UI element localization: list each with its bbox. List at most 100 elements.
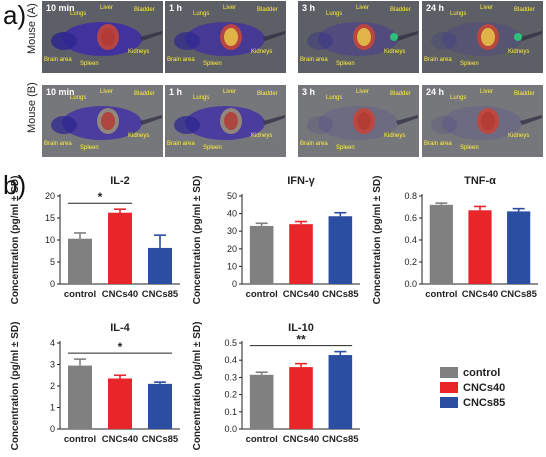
organ-label: Liver — [356, 89, 370, 95]
y-tick-label: 0.4 — [224, 355, 237, 365]
y-tick-label: 3 — [50, 360, 55, 370]
organ-label: Liver — [223, 89, 237, 95]
significance-label: ** — [296, 333, 306, 347]
organ-label: Spleen — [203, 61, 222, 67]
organ-label: Lungs — [326, 11, 343, 17]
y-tick-label: 5 — [50, 257, 55, 267]
organ-label: Kidneys — [384, 133, 406, 139]
y-tick-label: 2 — [50, 381, 55, 391]
x-tick-label: CNCs40 — [102, 434, 138, 445]
y-tick-label: 0.0 — [404, 279, 417, 289]
time-label: 10 min — [46, 3, 75, 13]
organ-label: Spleen — [460, 145, 479, 151]
mouse-image — [298, 85, 419, 157]
y-tick-label: 0 — [232, 279, 237, 289]
x-tick-label: CNCs40 — [283, 289, 319, 300]
time-label: 1 h — [169, 87, 183, 97]
y-axis-label: Concentration (pg/ml ± SD) — [10, 176, 21, 305]
y-tick-label: 30 — [227, 226, 237, 236]
chart-title: IFN-γ — [287, 175, 315, 187]
mouse-image — [165, 85, 286, 157]
y-tick-label: 4 — [50, 338, 55, 348]
organ-label: Lungs — [193, 11, 210, 17]
mouse-image-tile: 10 min Liver Lungs Bladder Brain area Spleen K… — [42, 85, 163, 157]
x-tick-label: control — [64, 434, 96, 445]
organ-label: Spleen — [80, 145, 99, 151]
organ-label: Liver — [480, 89, 494, 95]
chart-title: IL-2 — [110, 175, 130, 187]
x-tick-label: CNCs40 — [462, 289, 498, 300]
panel-b-letter: b) — [3, 170, 27, 200]
y-axis-label: Concentration (pg/ml ± SD) — [10, 322, 21, 451]
mouse-image — [42, 85, 163, 157]
organ-label: Spleen — [203, 145, 222, 151]
x-tick-label: control — [246, 289, 278, 300]
organ-label: Brain area — [167, 57, 195, 63]
organ-label: Spleen — [80, 61, 99, 67]
significance-label: * — [118, 340, 123, 354]
x-tick-label: CNCs40 — [102, 289, 138, 300]
significance-label: * — [98, 190, 103, 204]
organ-label: Liver — [480, 5, 494, 11]
mouse-a-label: Mouse (A) — [26, 3, 38, 54]
organ-label: Kidneys — [128, 133, 150, 139]
legend-item-cncs85: CNCs85 — [440, 395, 505, 410]
y-tick-label: 0.0 — [224, 424, 237, 434]
mouse-image — [298, 1, 419, 73]
organ-label: Liver — [100, 5, 114, 11]
time-label: 3 h — [302, 87, 316, 97]
y-tick-label: 20 — [227, 244, 237, 254]
bar-chart: TNF-α Concentration (pg/ml ± SD) 0.0 0.2 0.4… — [372, 175, 538, 305]
bar-cncs40 — [108, 212, 132, 284]
y-tick-label: 0 — [50, 424, 55, 434]
bar-cncs85 — [148, 383, 172, 429]
organ-label: Brain area — [44, 57, 72, 63]
y-tick-label: 0.5 — [224, 338, 237, 348]
x-tick-label: control — [425, 289, 457, 300]
mouse-image-tile: 24 h Liver Lungs Bladder Brain area Spleen Kid… — [422, 1, 543, 73]
y-tick-label: 0.2 — [224, 390, 237, 400]
x-tick-label: CNCs40 — [283, 434, 319, 445]
bar-control — [249, 225, 274, 284]
organ-label: Liver — [356, 5, 370, 11]
time-label: 24 h — [426, 3, 445, 13]
mouse-image — [422, 85, 543, 157]
y-tick-label: 0.3 — [224, 372, 237, 382]
mouse-image-tile: 1 h Liver Lungs Bladder Brain area Spleen Kidn… — [165, 85, 286, 157]
organ-label: Spleen — [460, 61, 479, 67]
organ-label: Kidneys — [251, 49, 273, 55]
legend-swatch-cncs85 — [440, 397, 458, 408]
x-tick-label: control — [246, 434, 278, 445]
organ-label: Bladder — [514, 91, 535, 97]
organ-label: Bladder — [134, 7, 155, 13]
bar-control — [249, 374, 274, 429]
bar-control — [68, 365, 92, 429]
y-tick-label: 10 — [45, 235, 55, 245]
organ-label: Kidneys — [384, 49, 406, 55]
organ-label: Lungs — [450, 11, 467, 17]
organ-label: Kidneys — [128, 49, 150, 55]
organ-label: Brain area — [424, 57, 452, 63]
organ-label: Lungs — [326, 95, 343, 101]
mouse-b-label: Mouse (B) — [26, 82, 38, 133]
bar-cncs85 — [328, 216, 353, 284]
organ-label: Lungs — [450, 95, 467, 101]
y-tick-label: 20 — [45, 191, 55, 201]
organ-label: Liver — [100, 89, 114, 95]
bar-control — [68, 238, 92, 284]
y-axis-label: Concentration (pg/ml ± SD) — [192, 176, 203, 305]
x-tick-label: CNCs85 — [500, 289, 537, 300]
legend-label: control — [463, 366, 501, 379]
organ-label: Bladder — [390, 91, 411, 97]
mouse-image-tile: 3 h Liver Lungs Bladder Brain area Spleen Kidn… — [298, 1, 419, 73]
chart-title: TNF-α — [464, 175, 496, 187]
x-tick-label: CNCs85 — [142, 289, 179, 300]
y-tick-label: 0.6 — [404, 213, 417, 223]
organ-label: Brain area — [300, 141, 328, 147]
organ-label: Brain area — [44, 141, 72, 147]
y-axis-label: Concentration (pg/ml ± SD) — [372, 176, 383, 305]
bar-chart: IL-10 Concentration (pg/ml ± SD) 0.0 0.1 0.2… — [192, 322, 360, 450]
organ-label: Brain area — [300, 57, 328, 63]
x-tick-label: CNCs85 — [322, 434, 359, 445]
mouse-image — [165, 1, 286, 73]
